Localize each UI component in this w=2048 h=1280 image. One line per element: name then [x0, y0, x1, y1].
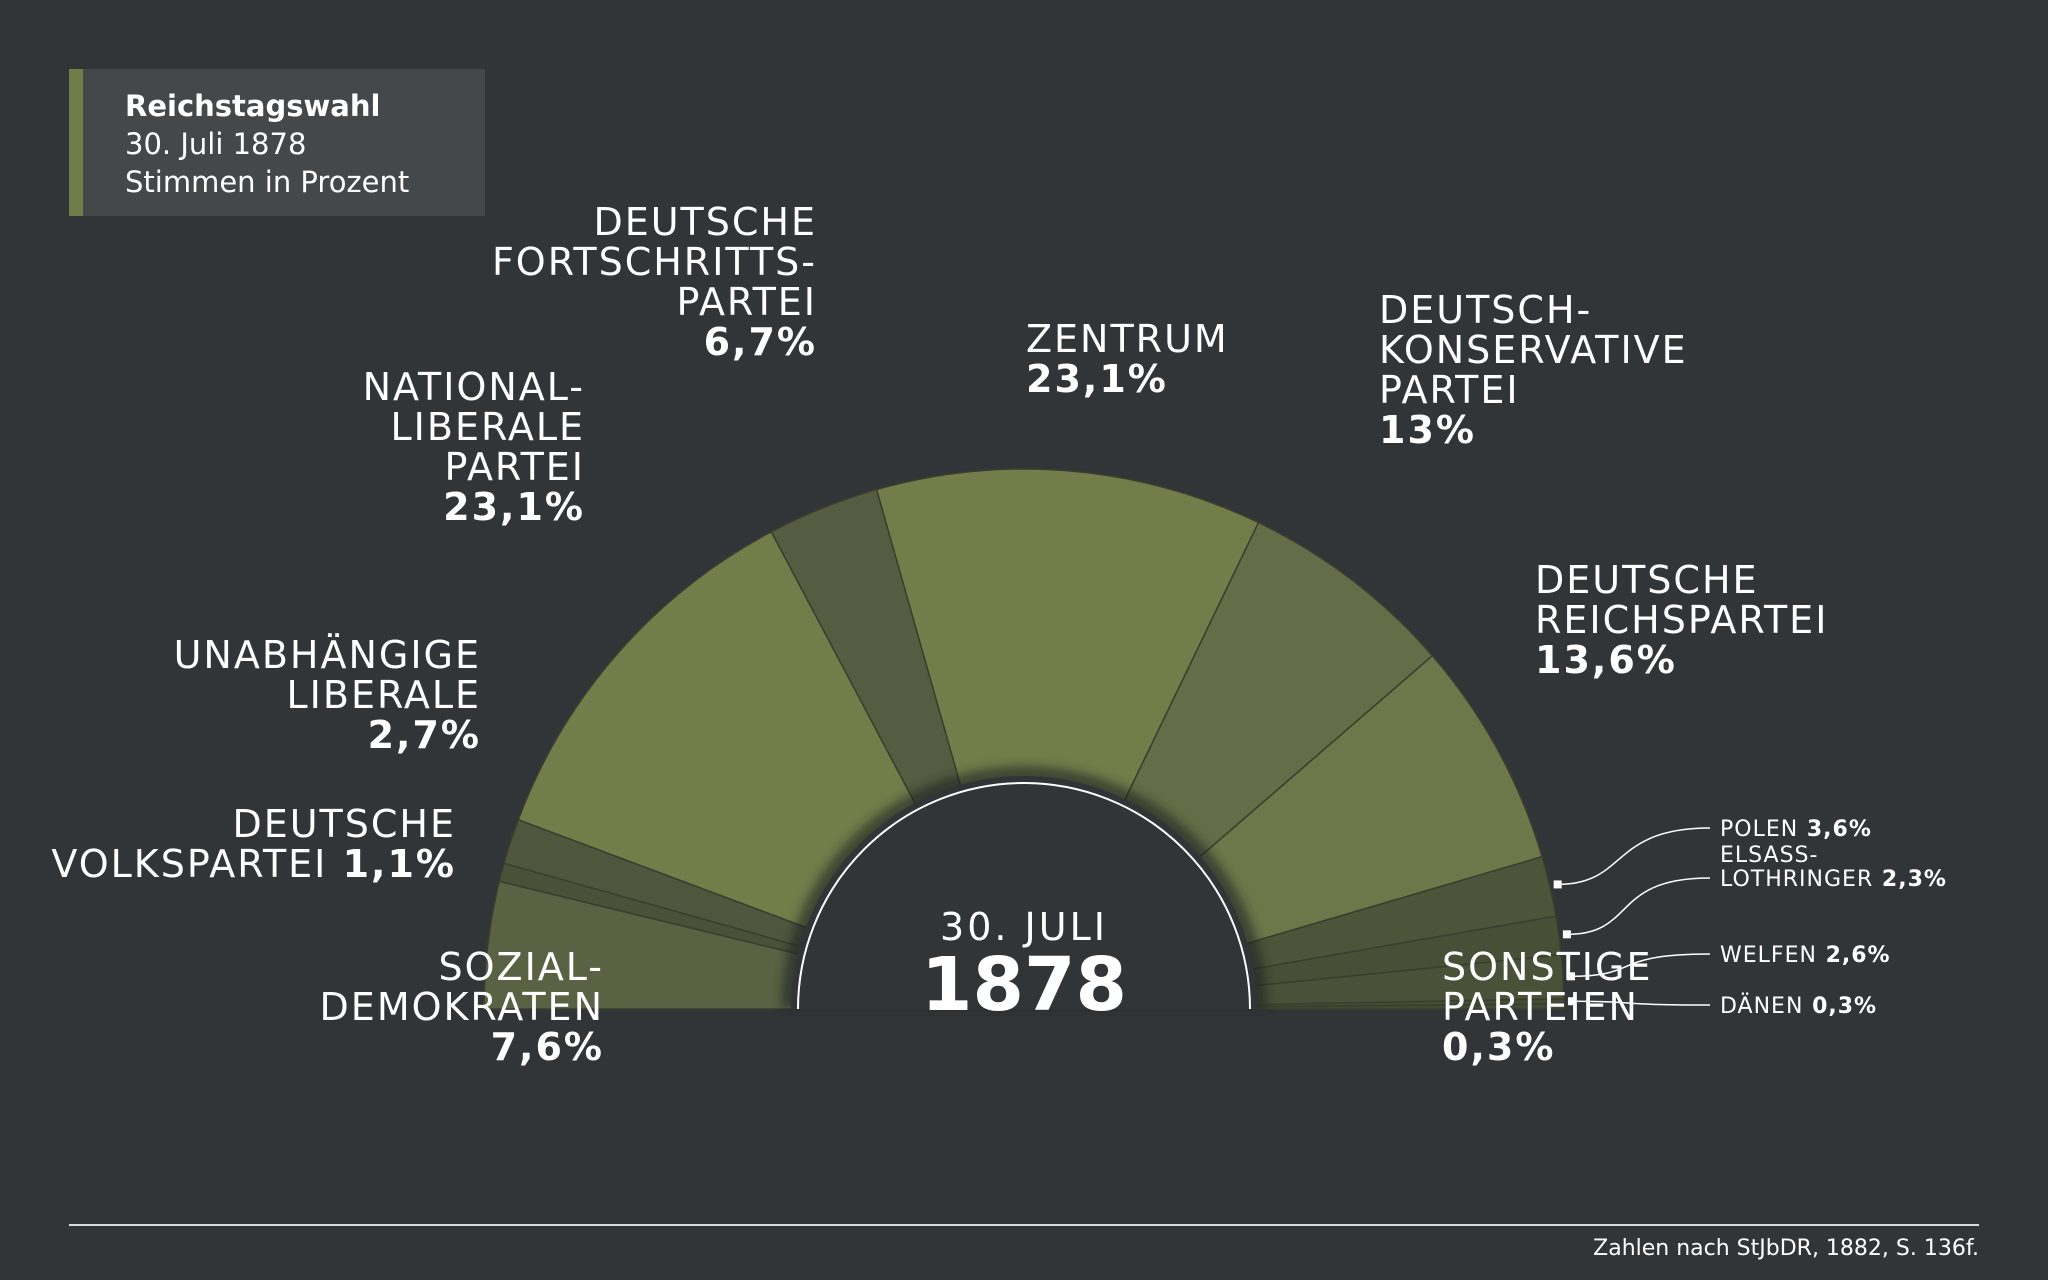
center-date: 30. JULI [940, 905, 1108, 949]
label-elsass-lothringer-line: ELSASS- [1720, 843, 1818, 868]
label-welfen-leader [1571, 953, 1711, 978]
label-zentrum-line: ZENTRUM [1026, 317, 1229, 361]
label-sozialdemokraten-value: 7,6% [491, 1025, 604, 1069]
center-year: 1878 [921, 942, 1127, 1028]
label-sonstige-parteien-line: SONSTIGE [1442, 945, 1652, 989]
label-polen-leader [1557, 827, 1711, 886]
label-sonstige-parteien-line: PARTEIEN [1442, 985, 1639, 1029]
label-elsass-lothringer-value: 2,3% [1873, 867, 1947, 892]
label-deutsche-fortschrittspartei-line: DEUTSCHE [593, 200, 817, 244]
label-zentrum: ZENTRUM 23,1% [1026, 317, 1229, 401]
label-elsass-lothringer-line: LOTHRINGER [1720, 867, 1873, 892]
label-sozialdemokraten-line: DEMOKRATEN [320, 985, 604, 1029]
label-welfen-marker [1567, 972, 1576, 981]
label-unabhängige-liberale-value: 2,7% [368, 713, 481, 757]
label-deutschkonservative-partei: DEUTSCH-KONSERVATIVE PARTEI 13% [1379, 288, 1688, 452]
label-deutschkonservative-partei-line: DEUTSCH- [1379, 288, 1592, 332]
label-dänen-value: 0,3% [1803, 994, 1877, 1019]
label-elsass-lothringer-marker [1562, 930, 1571, 939]
label-polen: POLEN 3,6% [1720, 817, 1872, 842]
label-nationalliberale-partei-line: LIBERALE [391, 405, 586, 449]
info-box-accent [69, 69, 83, 216]
label-nationalliberale-partei-line: NATIONAL- [363, 365, 585, 409]
label-unabhängige-liberale-line: UNABHÄNGIGE [174, 633, 481, 677]
label-nationalliberale-partei: NATIONAL-LIBERALE PARTEI 23,1% [363, 365, 585, 529]
label-dänen-leader [1571, 1000, 1711, 1006]
chart-subtitle: Stimmen in Prozent [125, 165, 410, 199]
label-deutsche-volkspartei-line: VOLKSPARTEI [51, 842, 327, 886]
center-hub [781, 766, 1267, 1010]
label-nationalliberale-partei-line: PARTEI [444, 445, 585, 489]
leader-lines [1553, 827, 1711, 1006]
label-sozialdemokraten: SOZIAL-DEMOKRATEN 7,6% [320, 945, 604, 1069]
label-zentrum-value: 23,1% [1026, 357, 1168, 401]
label-sozialdemokraten-line: SOZIAL- [439, 945, 604, 989]
label-deutsche-reichspartei-line: DEUTSCHE [1535, 558, 1759, 602]
label-deutschkonservative-partei-value: 13% [1379, 408, 1476, 452]
label-deutsche-reichspartei-line: REICHSPARTEI [1535, 598, 1828, 642]
label-welfen: WELFEN 2,6% [1720, 943, 1891, 968]
label-elsass-lothringer: ELSASS-LOTHRINGER 2,3% [1720, 843, 1947, 892]
label-deutschkonservative-partei-line: PARTEI [1379, 368, 1520, 412]
label-deutsche-fortschrittspartei-value: 6,7% [704, 320, 817, 364]
label-nationalliberale-partei-value: 23,1% [443, 485, 585, 529]
label-unabhängige-liberale-line: LIBERALE [287, 673, 482, 717]
label-deutsche-fortschrittspartei-line: FORTSCHRITTS- [492, 240, 817, 284]
label-sonstige-parteien-value: 0,3% [1442, 1025, 1555, 1069]
chart-date: 30. Juli 1878 [125, 127, 307, 161]
label-deutsche-volkspartei-line: DEUTSCHE [232, 802, 456, 846]
label-welfen-value: 2,6% [1817, 943, 1891, 968]
label-sonstige-parteien: SONSTIGE PARTEIEN 0,3% [1442, 945, 1652, 1069]
label-deutsche-fortschrittspartei-line: PARTEI [676, 280, 817, 324]
chart-title: Reichstagswahl [125, 89, 381, 123]
source-note: Zahlen nach StJbDR, 1882, S. 136f. [1593, 1236, 1979, 1261]
label-deutsche-reichspartei: DEUTSCHE REICHSPARTEI 13,6% [1535, 558, 1828, 682]
label-deutschkonservative-partei-line: KONSERVATIVE [1379, 328, 1688, 372]
hub-disc [791, 776, 1257, 1009]
label-dänen: DÄNEN 0,3% [1720, 993, 1877, 1019]
label-deutsche-reichspartei-value: 13,6% [1535, 638, 1677, 682]
hub-ring [797, 782, 1251, 1010]
chart-segments [483, 468, 1565, 1010]
label-dänen-marker [1567, 997, 1576, 1006]
label-welfen-line: WELFEN [1720, 943, 1817, 968]
label-polen-line: POLEN [1720, 817, 1798, 842]
label-deutsche-fortschrittspartei: DEUTSCHE FORTSCHRITTS-PARTEI 6,7% [492, 200, 817, 364]
label-unabhängige-liberale: UNABHÄNGIGE LIBERALE 2,7% [174, 633, 481, 757]
label-dänen-line: DÄNEN [1720, 993, 1803, 1019]
chart-info-box: Reichstagswahl 30. Juli 1878 Stimmen in … [69, 69, 485, 216]
label-polen-marker [1553, 880, 1562, 889]
label-deutsche-volkspartei: DEUTSCHE VOLKSPARTEI 1,1% [51, 802, 456, 886]
footer-divider [69, 1224, 1979, 1226]
label-elsass-lothringer-leader [1566, 877, 1711, 936]
label-deutsche-volkspartei-value: 1,1% [327, 842, 456, 886]
label-polen-value: 3,6% [1798, 817, 1872, 842]
segment-labels: SOZIAL-DEMOKRATEN 7,6%DEUTSCHE VOLKSPARTEI… [51, 200, 1947, 1069]
